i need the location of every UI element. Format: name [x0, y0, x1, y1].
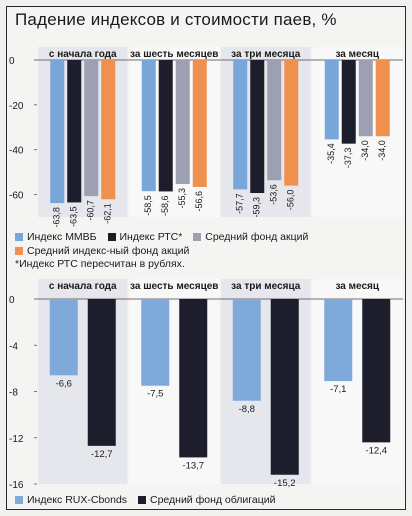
bar-equity-s3-c3 [375, 60, 390, 137]
bar-equity-s0-c2 [233, 60, 248, 190]
category-label: за месяц [335, 49, 379, 60]
bond-legend-item: Индекс RUX-Cbonds [15, 494, 127, 506]
value-label: -7,5 [147, 389, 163, 400]
bar-bond-s1-c0 [87, 299, 116, 446]
equity-legend: Индекс ММВБ Индекс РТС* Средний фонд акц… [15, 230, 403, 258]
legend-swatch [137, 496, 146, 504]
value-label: -53,6 [269, 184, 279, 205]
legend-label: Индекс ММВБ [27, 231, 97, 243]
value-label: -7,1 [330, 384, 346, 395]
bar-equity-s2-c3 [358, 60, 373, 137]
category-label: с начала года [49, 49, 117, 60]
category-label: за месяц [335, 281, 379, 292]
bar-equity-s3-c1 [192, 60, 207, 187]
legend-label: Средний индекс-ный фонд акций [27, 245, 190, 257]
value-label: -13,7 [182, 460, 204, 471]
value-label: -56,0 [286, 190, 296, 211]
y-tick-label: -60 [9, 191, 24, 202]
value-label: -15,2 [274, 478, 296, 489]
bar-equity-s1-c0 [67, 60, 82, 203]
legend-swatch [107, 233, 116, 241]
category-label: за шесть месяцев [130, 281, 218, 292]
value-label: -60,7 [86, 200, 96, 221]
bar-bond-s0-c0 [49, 299, 78, 376]
value-label: -12,7 [91, 449, 113, 460]
value-label: -63,5 [69, 206, 79, 227]
y-tick-label: -12 [9, 434, 24, 445]
legend-swatch [15, 247, 23, 255]
legend-swatch [15, 233, 23, 241]
chart-title: Падение индексов и стоимости паев, % [15, 10, 337, 29]
value-label: -58,5 [143, 195, 153, 216]
chart-frame: Падение индексов и стоимости паев, % с н… [6, 6, 406, 510]
legend-label: Индекс РТС* [119, 231, 183, 243]
category-label: с начала года [49, 281, 117, 292]
equity-legend-item: Средний фонд акций [193, 231, 308, 243]
bar-equity-s0-c0 [50, 60, 65, 204]
y-tick-label: 0 [9, 295, 15, 306]
bar-equity-s1-c3 [341, 60, 356, 144]
legend-label: Средний фонд акций [205, 231, 309, 243]
bar-equity-s2-c0 [84, 60, 99, 197]
bar-bond-s1-c2 [270, 299, 299, 475]
bar-bond-s1-c1 [179, 299, 208, 458]
bar-equity-s1-c1 [158, 60, 173, 192]
value-label: -34,0 [377, 140, 387, 161]
footnote: *Индекс РТС пересчитан в рублях. [15, 258, 185, 270]
bar-equity-s2-c2 [267, 60, 282, 181]
equity-legend-item: Индекс РТС* [107, 231, 183, 243]
y-tick-label: -40 [9, 146, 24, 157]
value-label: -56,6 [194, 191, 204, 212]
bar-equity-s0-c1 [141, 60, 156, 192]
bar-bond-s0-c2 [232, 299, 261, 401]
y-tick-label: -16 [9, 480, 24, 489]
legend-swatch [15, 496, 23, 504]
value-label: -55,3 [177, 188, 187, 209]
bar-equity-s0-c3 [324, 60, 339, 140]
legend-label: Средний фонд облигаций [149, 494, 276, 506]
bar-equity-s3-c2 [284, 60, 299, 186]
value-label: -63,8 [52, 207, 62, 227]
legend-swatch [193, 233, 202, 241]
equity-legend-item: Средний индекс-ный фонд акций [15, 245, 189, 257]
value-label: -58,6 [160, 195, 170, 216]
equity-legend-item: Индекс ММВБ [15, 231, 97, 243]
bar-bond-s1-c3 [362, 299, 391, 443]
bar-equity-s2-c1 [175, 60, 190, 185]
category-label: за три месяца [231, 281, 301, 292]
bar-bond-s0-c1 [141, 299, 170, 386]
bond-legend-item: Средний фонд облигаций [137, 494, 276, 506]
y-tick-label: -8 [9, 388, 18, 399]
value-label: -8,8 [239, 404, 255, 415]
value-label: -12,4 [365, 445, 387, 456]
category-label: за шесть месяцев [130, 49, 218, 60]
legend-label: Индекс RUX-Cbonds [27, 494, 128, 506]
value-label: -35,4 [326, 143, 336, 164]
category-label: за три месяца [231, 49, 301, 60]
y-tick-label: 0 [9, 56, 15, 67]
bar-bond-s0-c3 [324, 299, 353, 382]
value-label: -59,3 [252, 197, 262, 218]
y-tick-label: -4 [9, 341, 18, 352]
bond-chart: с начала года за шесть месяцев за три меся… [9, 279, 403, 489]
value-label: -6,6 [56, 378, 72, 389]
equity-chart: с начала года за шесть месяцев за три меся… [9, 47, 403, 227]
value-label: -37,3 [343, 148, 353, 169]
value-label: -62,1 [103, 203, 113, 224]
bar-equity-s1-c2 [250, 60, 265, 194]
value-label: -34,0 [360, 140, 370, 161]
bond-legend: Индекс RUX-Cbonds Средний фонд облигаций [15, 493, 403, 507]
value-label: -57,7 [235, 193, 245, 214]
bar-equity-s3-c0 [101, 60, 116, 200]
y-tick-label: -20 [9, 101, 24, 112]
